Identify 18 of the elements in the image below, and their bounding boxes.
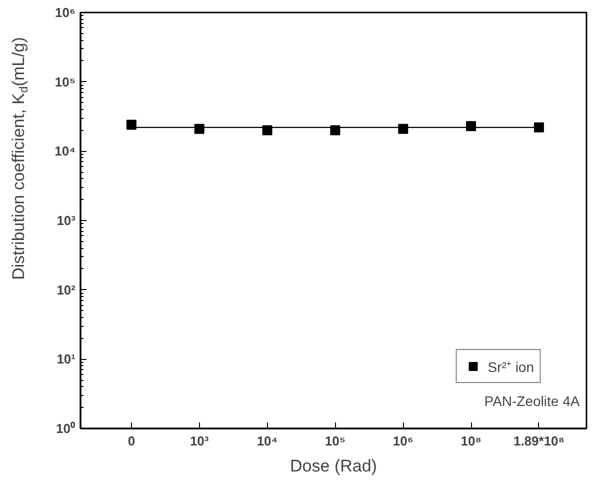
y-tick-label: 10⁵ [54,74,76,90]
x-tick-label: 10⁶ [392,434,414,448]
y-axis-title: Distribution coefficient, Kd(mL/g) [9,37,30,280]
y-tick-label: 10¹ [56,352,76,367]
x-tick-label: 1.89*10⁸ [513,434,564,448]
y-tick-label: 10³ [56,213,76,228]
annotation: PAN-Zeolite 4A [484,393,580,410]
y-tick-label: 10⁴ [54,144,76,159]
x-tick-label: 0 [128,434,136,448]
legend-label: Sr²⁺ ion [488,358,534,376]
x-tick-label: 10³ [190,434,210,448]
x-tick-label: 10⁴ [256,434,278,448]
x-axis-title: Dose (Rad) [290,456,377,476]
y-tick-label: 10² [56,282,76,298]
y-tick-label: 10⁶ [55,5,76,20]
y-tick-label: 10⁰ [56,421,76,436]
x-tick-label: 10⁸ [460,434,482,448]
x-tick-label: 10⁵ [324,434,346,448]
